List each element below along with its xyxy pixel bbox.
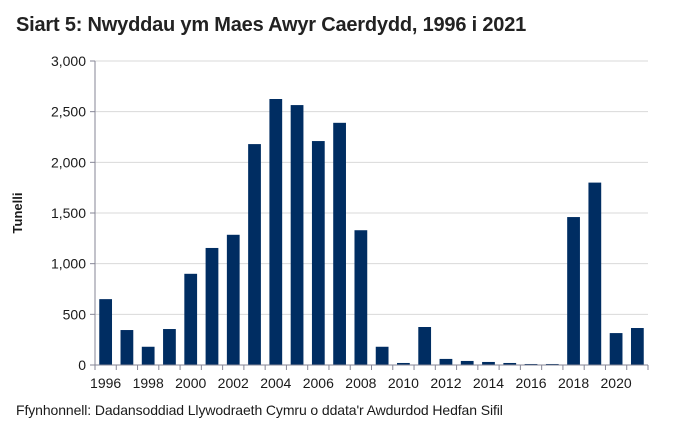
bar-2019 (588, 182, 602, 365)
bar-2012 (439, 358, 453, 365)
bar-2015 (503, 362, 517, 365)
y-tick-label: 500 (63, 306, 87, 322)
x-tick-label: 2018 (558, 375, 589, 391)
bars (99, 99, 644, 366)
x-tick-label: 2012 (430, 375, 461, 391)
gridlines (90, 60, 648, 366)
x-tick-label: 1996 (90, 375, 121, 391)
x-tick-label: 2016 (515, 375, 546, 391)
bar-2007 (333, 122, 346, 366)
bar-2003 (248, 144, 261, 365)
x-tick-label: 2002 (218, 375, 249, 391)
bar-2016 (524, 363, 538, 365)
bar-2002 (226, 234, 240, 365)
bar-2000 (184, 273, 198, 365)
bar-2008 (354, 230, 368, 365)
x-tick-label: 2006 (303, 375, 334, 391)
bar-2001 (205, 247, 219, 365)
bar-1999 (163, 329, 176, 365)
bar-2005 (290, 105, 304, 365)
y-tick-label: 1,500 (51, 205, 86, 221)
chart-title: Siart 5: Nwyddau ym Maes Awyr Caerdydd, … (16, 14, 527, 36)
x-tick-label: 2008 (345, 375, 376, 391)
bar-2014 (482, 361, 495, 365)
bar-1998 (141, 346, 155, 365)
source-note: Ffynhonnell: Dadansoddiad Llywodraeth Cy… (16, 402, 503, 418)
bar-2013 (460, 360, 474, 365)
x-tick-label: 1998 (133, 375, 164, 391)
bar-2004 (269, 99, 283, 365)
x-tick-label: 2020 (601, 375, 632, 391)
bar-2010 (397, 362, 410, 365)
y-tick-label: 0 (78, 357, 86, 373)
x-tick-labels: 1996 1998 2000 2002 2004 2006 2008 2010 2012 2014… (90, 375, 632, 391)
bar-2017 (545, 363, 559, 365)
x-tick-label: 2014 (473, 375, 504, 391)
x-tick-label: 2000 (175, 375, 206, 391)
x-tick-label: 2010 (388, 375, 419, 391)
y-tick-label: 3,000 (51, 53, 86, 69)
axes (94, 61, 649, 370)
y-tick-label: 1,000 (51, 256, 86, 272)
bar-2020 (609, 333, 623, 365)
x-tick-label: 2004 (260, 375, 291, 391)
bar-2009 (375, 346, 389, 365)
bar-2018 (567, 217, 580, 365)
bar-1996 (99, 299, 113, 365)
y-tick-label: 2,500 (51, 104, 86, 120)
bar-1997 (120, 330, 134, 365)
y-tick-label: 2,000 (51, 154, 86, 170)
bar-2021 (630, 328, 644, 365)
y-tick-labels: 0 500 1,000 1,500 2,000 2,500 3,000 (51, 53, 86, 373)
bar-2011 (418, 327, 432, 365)
bar-2006 (311, 141, 325, 365)
